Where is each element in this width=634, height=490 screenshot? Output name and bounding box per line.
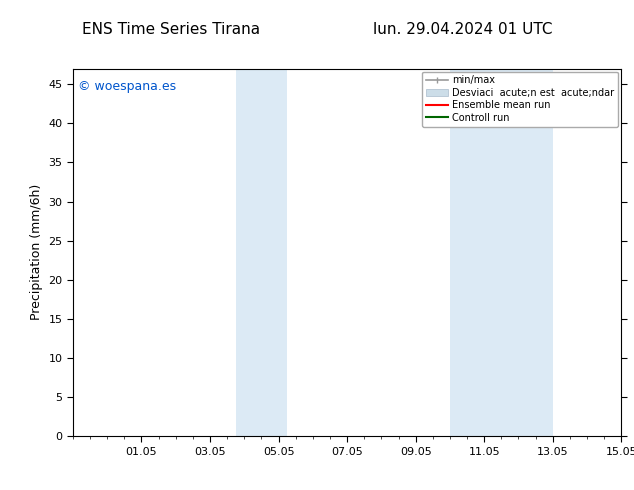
Bar — [450, 69, 501, 436]
Y-axis label: Precipitation (mm/6h): Precipitation (mm/6h) — [30, 184, 43, 320]
Text: lun. 29.04.2024 01 UTC: lun. 29.04.2024 01 UTC — [373, 22, 553, 37]
Text: ENS Time Series Tirana: ENS Time Series Tirana — [82, 22, 260, 37]
Bar — [501, 69, 553, 436]
Legend: min/max, Desviaci  acute;n est  acute;ndar, Ensemble mean run, Controll run: min/max, Desviaci acute;n est acute;ndar… — [422, 72, 618, 126]
Bar — [236, 69, 287, 436]
Text: © woespana.es: © woespana.es — [79, 80, 176, 93]
